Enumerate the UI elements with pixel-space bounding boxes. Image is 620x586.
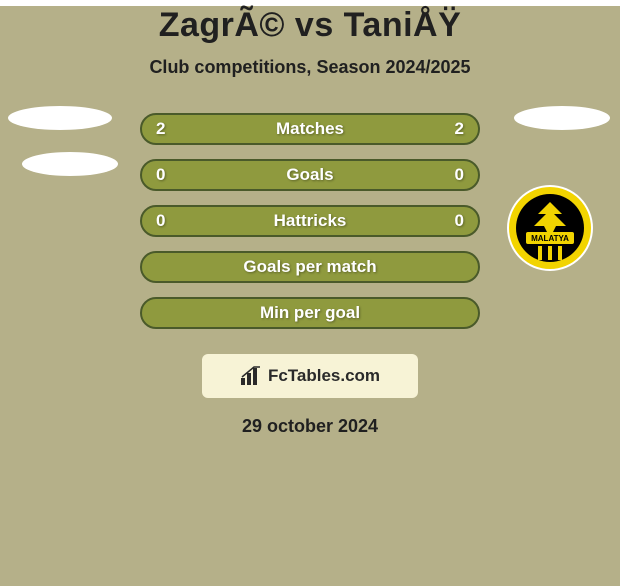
badge-text: MALATYA [531, 234, 569, 243]
fctables-logo[interactable]: FcTables.com [202, 354, 418, 398]
stat-label: Goals [142, 165, 478, 185]
team-left-placeholder-2 [22, 152, 118, 176]
stat-right-value: 0 [455, 165, 464, 185]
stat-left-value: 2 [156, 119, 165, 139]
stat-label: Matches [142, 119, 478, 139]
fctables-logo-text: FcTables.com [268, 366, 380, 386]
comparison-card: ZagrÃ© vs TaniÅŸ Club competitions, Seas… [0, 6, 620, 586]
stat-bar: 0 Hattricks 0 [140, 205, 480, 237]
team-right-placeholder [514, 106, 610, 130]
stat-left-value: 0 [156, 211, 165, 231]
stat-right-value: 0 [455, 211, 464, 231]
stat-bar: Min per goal [140, 297, 480, 329]
stat-bar: Goals per match [140, 251, 480, 283]
stat-right-value: 2 [455, 119, 464, 139]
bar-chart-icon [240, 366, 262, 386]
page-title: ZagrÃ© vs TaniÅŸ [0, 6, 620, 45]
club-badge-right: MALATYA [500, 184, 600, 272]
stat-bar: 0 Goals 0 [140, 159, 480, 191]
stat-label: Min per goal [142, 303, 478, 323]
stat-left-value: 0 [156, 165, 165, 185]
row-matches: 2 Matches 2 [0, 106, 620, 152]
subtitle: Club competitions, Season 2024/2025 [0, 57, 620, 78]
row-min-per-goal: Min per goal [0, 290, 620, 336]
stat-bar: 2 Matches 2 [140, 113, 480, 145]
date-text: 29 october 2024 [0, 416, 620, 437]
team-left-placeholder [8, 106, 112, 130]
stat-label: Hattricks [142, 211, 478, 231]
stat-label: Goals per match [142, 257, 478, 277]
